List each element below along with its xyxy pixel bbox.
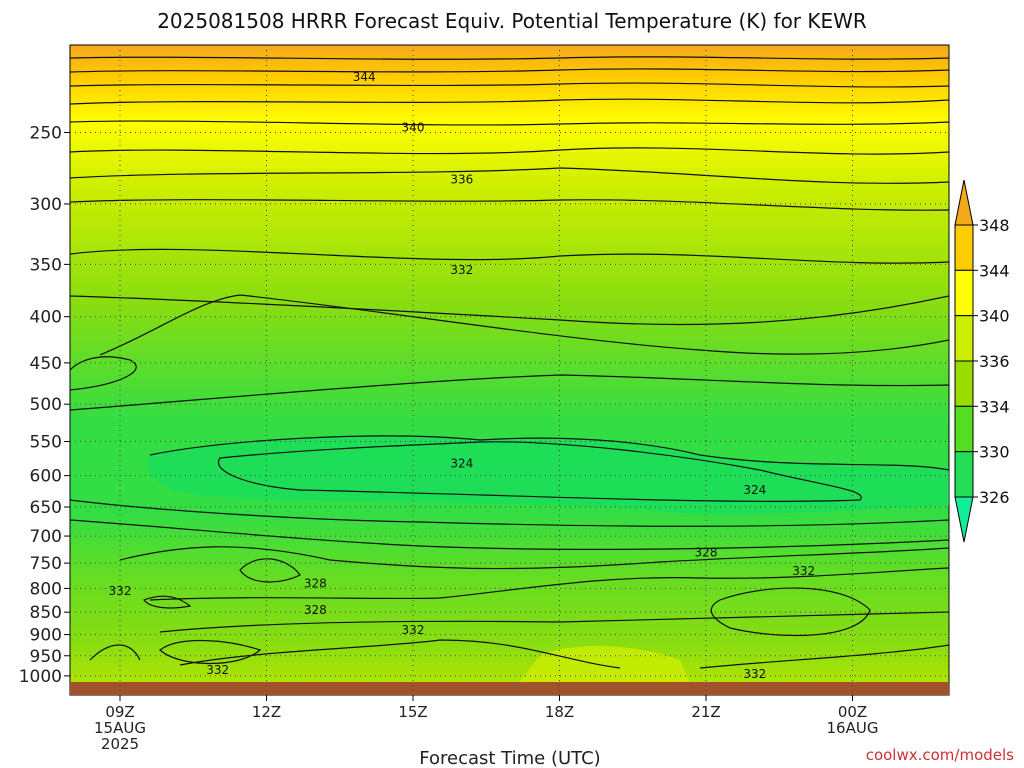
x-tick-label: 15Z — [398, 703, 427, 721]
colorbar-segment — [954, 405, 974, 453]
contour-line — [70, 56, 949, 60]
contour-line — [70, 374, 949, 411]
contour-line — [70, 199, 949, 211]
x-tick-label: 18Z — [545, 703, 574, 721]
colorbar-tick-label: 348 — [979, 216, 1010, 235]
contour-line — [70, 120, 949, 126]
contour-line — [70, 167, 949, 184]
y-tick-label: 400 — [30, 308, 62, 328]
contour-line — [179, 639, 621, 669]
y-tick-label: 900 — [30, 626, 62, 646]
contour-line — [70, 98, 949, 105]
contour-label: 328 — [695, 546, 718, 560]
contour-label: 332 — [402, 623, 425, 637]
y-tick-label: 300 — [30, 195, 62, 215]
surface-bar — [70, 682, 949, 695]
y-tick-label: 600 — [30, 467, 62, 487]
colorbar-segment — [954, 360, 974, 407]
contour-line — [699, 644, 949, 669]
contour-label: 332 — [743, 667, 766, 681]
colorbar-min-arrow — [954, 496, 974, 543]
contour-line — [99, 294, 949, 356]
y-tick-label: 350 — [30, 255, 62, 275]
x-tick-label: 15AUG — [94, 719, 146, 737]
credit-text: coolwx.com/models — [866, 746, 1014, 764]
contour-line — [70, 356, 137, 391]
x-tick-label: 21Z — [691, 703, 720, 721]
colorbar-max-arrow — [954, 179, 974, 226]
contour-line — [70, 248, 949, 264]
contour-label: 332 — [792, 564, 815, 578]
contour-line — [159, 611, 949, 633]
y-tick-label: 850 — [30, 603, 62, 623]
colorbar-tick-label: 334 — [979, 397, 1010, 416]
contour-line — [239, 558, 301, 583]
y-tick-label: 1000 — [19, 667, 62, 687]
contour-line — [89, 644, 141, 661]
y-tick-label: 500 — [30, 395, 62, 415]
colorbar-segment — [954, 315, 974, 362]
contour-label: 324 — [450, 457, 473, 471]
y-tick-label: 800 — [30, 579, 62, 599]
contour-label: 324 — [743, 483, 766, 497]
contour-324-region — [147, 435, 949, 515]
x-tick-label: 16AUG — [827, 719, 879, 737]
y-tick-label: 700 — [30, 527, 62, 547]
contour-line — [710, 587, 871, 637]
colorbar-segment — [954, 451, 974, 498]
colorbar-tick-label: 336 — [979, 352, 1010, 371]
contour-label: 328 — [304, 603, 327, 617]
colorbar-tick-label: 326 — [979, 488, 1010, 507]
x-axis-title: Forecast Time (UTC) — [419, 748, 600, 768]
colorbar: 348 344 340 336 334 330 326 — [954, 179, 1010, 543]
x-tick-label: 00Z — [838, 703, 867, 721]
contour-line — [70, 295, 949, 326]
contour-labels: 344 340 336 332 324 324 328 332 332 328 328 332 332 3… — [109, 70, 816, 681]
y-tick-label: 550 — [30, 433, 62, 453]
y-tick-label: 250 — [30, 123, 62, 143]
x-tick-label: 2025 — [101, 735, 139, 753]
chart-title: 2025081508 HRRR Forecast Equiv. Potentia… — [157, 9, 867, 33]
grid-layer — [70, 45, 949, 695]
contour-line — [70, 68, 949, 73]
contour-line — [149, 567, 949, 601]
colorbar-tick-label: 330 — [979, 443, 1010, 462]
contour-label: 340 — [402, 121, 425, 135]
contour-label: 332 — [109, 584, 132, 598]
contour-line — [159, 639, 262, 664]
contour-line — [143, 595, 192, 609]
contour-line — [149, 435, 949, 471]
colorbar-tick-label: 340 — [979, 307, 1010, 326]
y-axis: 250 300 350 400 450 500 550 600 650 700 750 800 850 9… — [19, 123, 70, 687]
warm-surface-patch — [520, 645, 690, 682]
contour-label: 332 — [206, 663, 229, 677]
x-tick-label: 12Z — [252, 703, 281, 721]
plot-area — [69, 44, 950, 696]
y-tick-label: 650 — [30, 498, 62, 518]
contour-line — [70, 519, 949, 550]
y-tick-label: 750 — [30, 554, 62, 574]
contour-line — [119, 546, 949, 570]
contour-line — [70, 82, 949, 88]
contour-layer — [70, 56, 949, 682]
contour-label: 344 — [353, 70, 376, 84]
x-tick-label: 09Z — [105, 703, 134, 721]
contour-line — [217, 441, 862, 502]
colorbar-segment — [954, 224, 974, 271]
colorbar-segment — [954, 269, 974, 317]
contour-label: 336 — [450, 173, 473, 187]
colorbar-tick-label: 344 — [979, 261, 1010, 280]
contour-line — [70, 499, 949, 527]
contour-label: 328 — [304, 576, 327, 590]
contour-label: 332 — [450, 263, 473, 277]
y-tick-label: 950 — [30, 647, 62, 667]
y-tick-label: 450 — [30, 354, 62, 374]
contour-line — [70, 147, 949, 155]
